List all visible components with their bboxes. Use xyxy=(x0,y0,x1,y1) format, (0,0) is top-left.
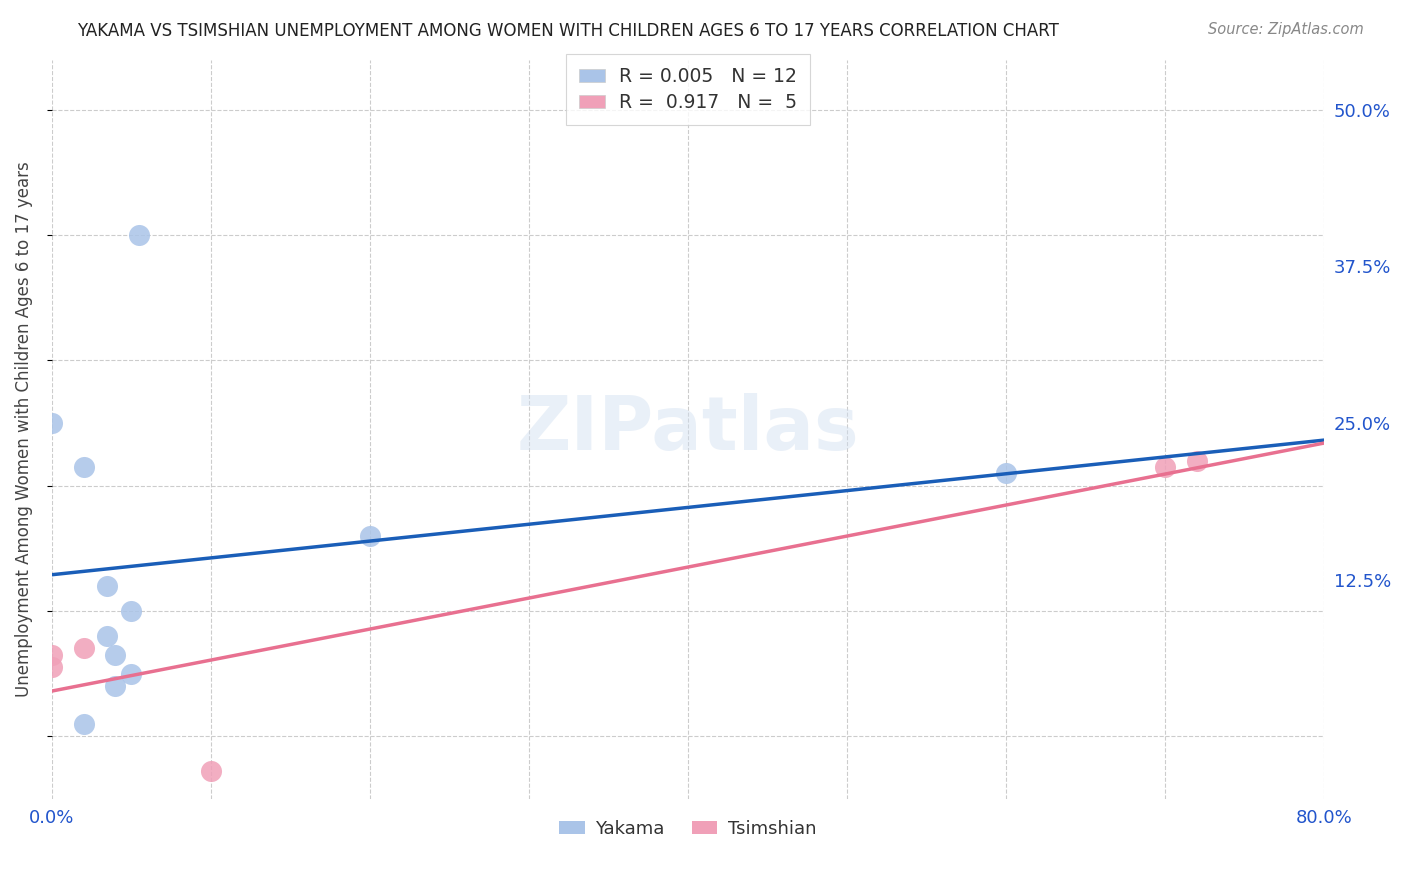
Point xyxy=(120,666,142,681)
Point xyxy=(72,641,94,656)
Legend: Yakama, Tsimshian: Yakama, Tsimshian xyxy=(553,813,824,846)
Text: ZIPatlas: ZIPatlas xyxy=(516,392,859,466)
Point xyxy=(359,529,381,543)
Point xyxy=(41,648,63,662)
Text: YAKAMA VS TSIMSHIAN UNEMPLOYMENT AMONG WOMEN WITH CHILDREN AGES 6 TO 17 YEARS CO: YAKAMA VS TSIMSHIAN UNEMPLOYMENT AMONG W… xyxy=(77,22,1059,40)
Point xyxy=(994,466,1017,480)
Point xyxy=(1154,459,1177,474)
Point xyxy=(96,629,118,643)
Point xyxy=(104,648,127,662)
Point xyxy=(72,459,94,474)
Y-axis label: Unemployment Among Women with Children Ages 6 to 17 years: Unemployment Among Women with Children A… xyxy=(15,161,32,697)
Text: Source: ZipAtlas.com: Source: ZipAtlas.com xyxy=(1208,22,1364,37)
Point xyxy=(96,579,118,593)
Point xyxy=(41,416,63,430)
Point xyxy=(120,604,142,618)
Point xyxy=(104,679,127,693)
Point xyxy=(72,716,94,731)
Point xyxy=(1185,453,1208,467)
Point xyxy=(128,227,150,242)
Point xyxy=(41,660,63,674)
Point xyxy=(200,764,222,779)
